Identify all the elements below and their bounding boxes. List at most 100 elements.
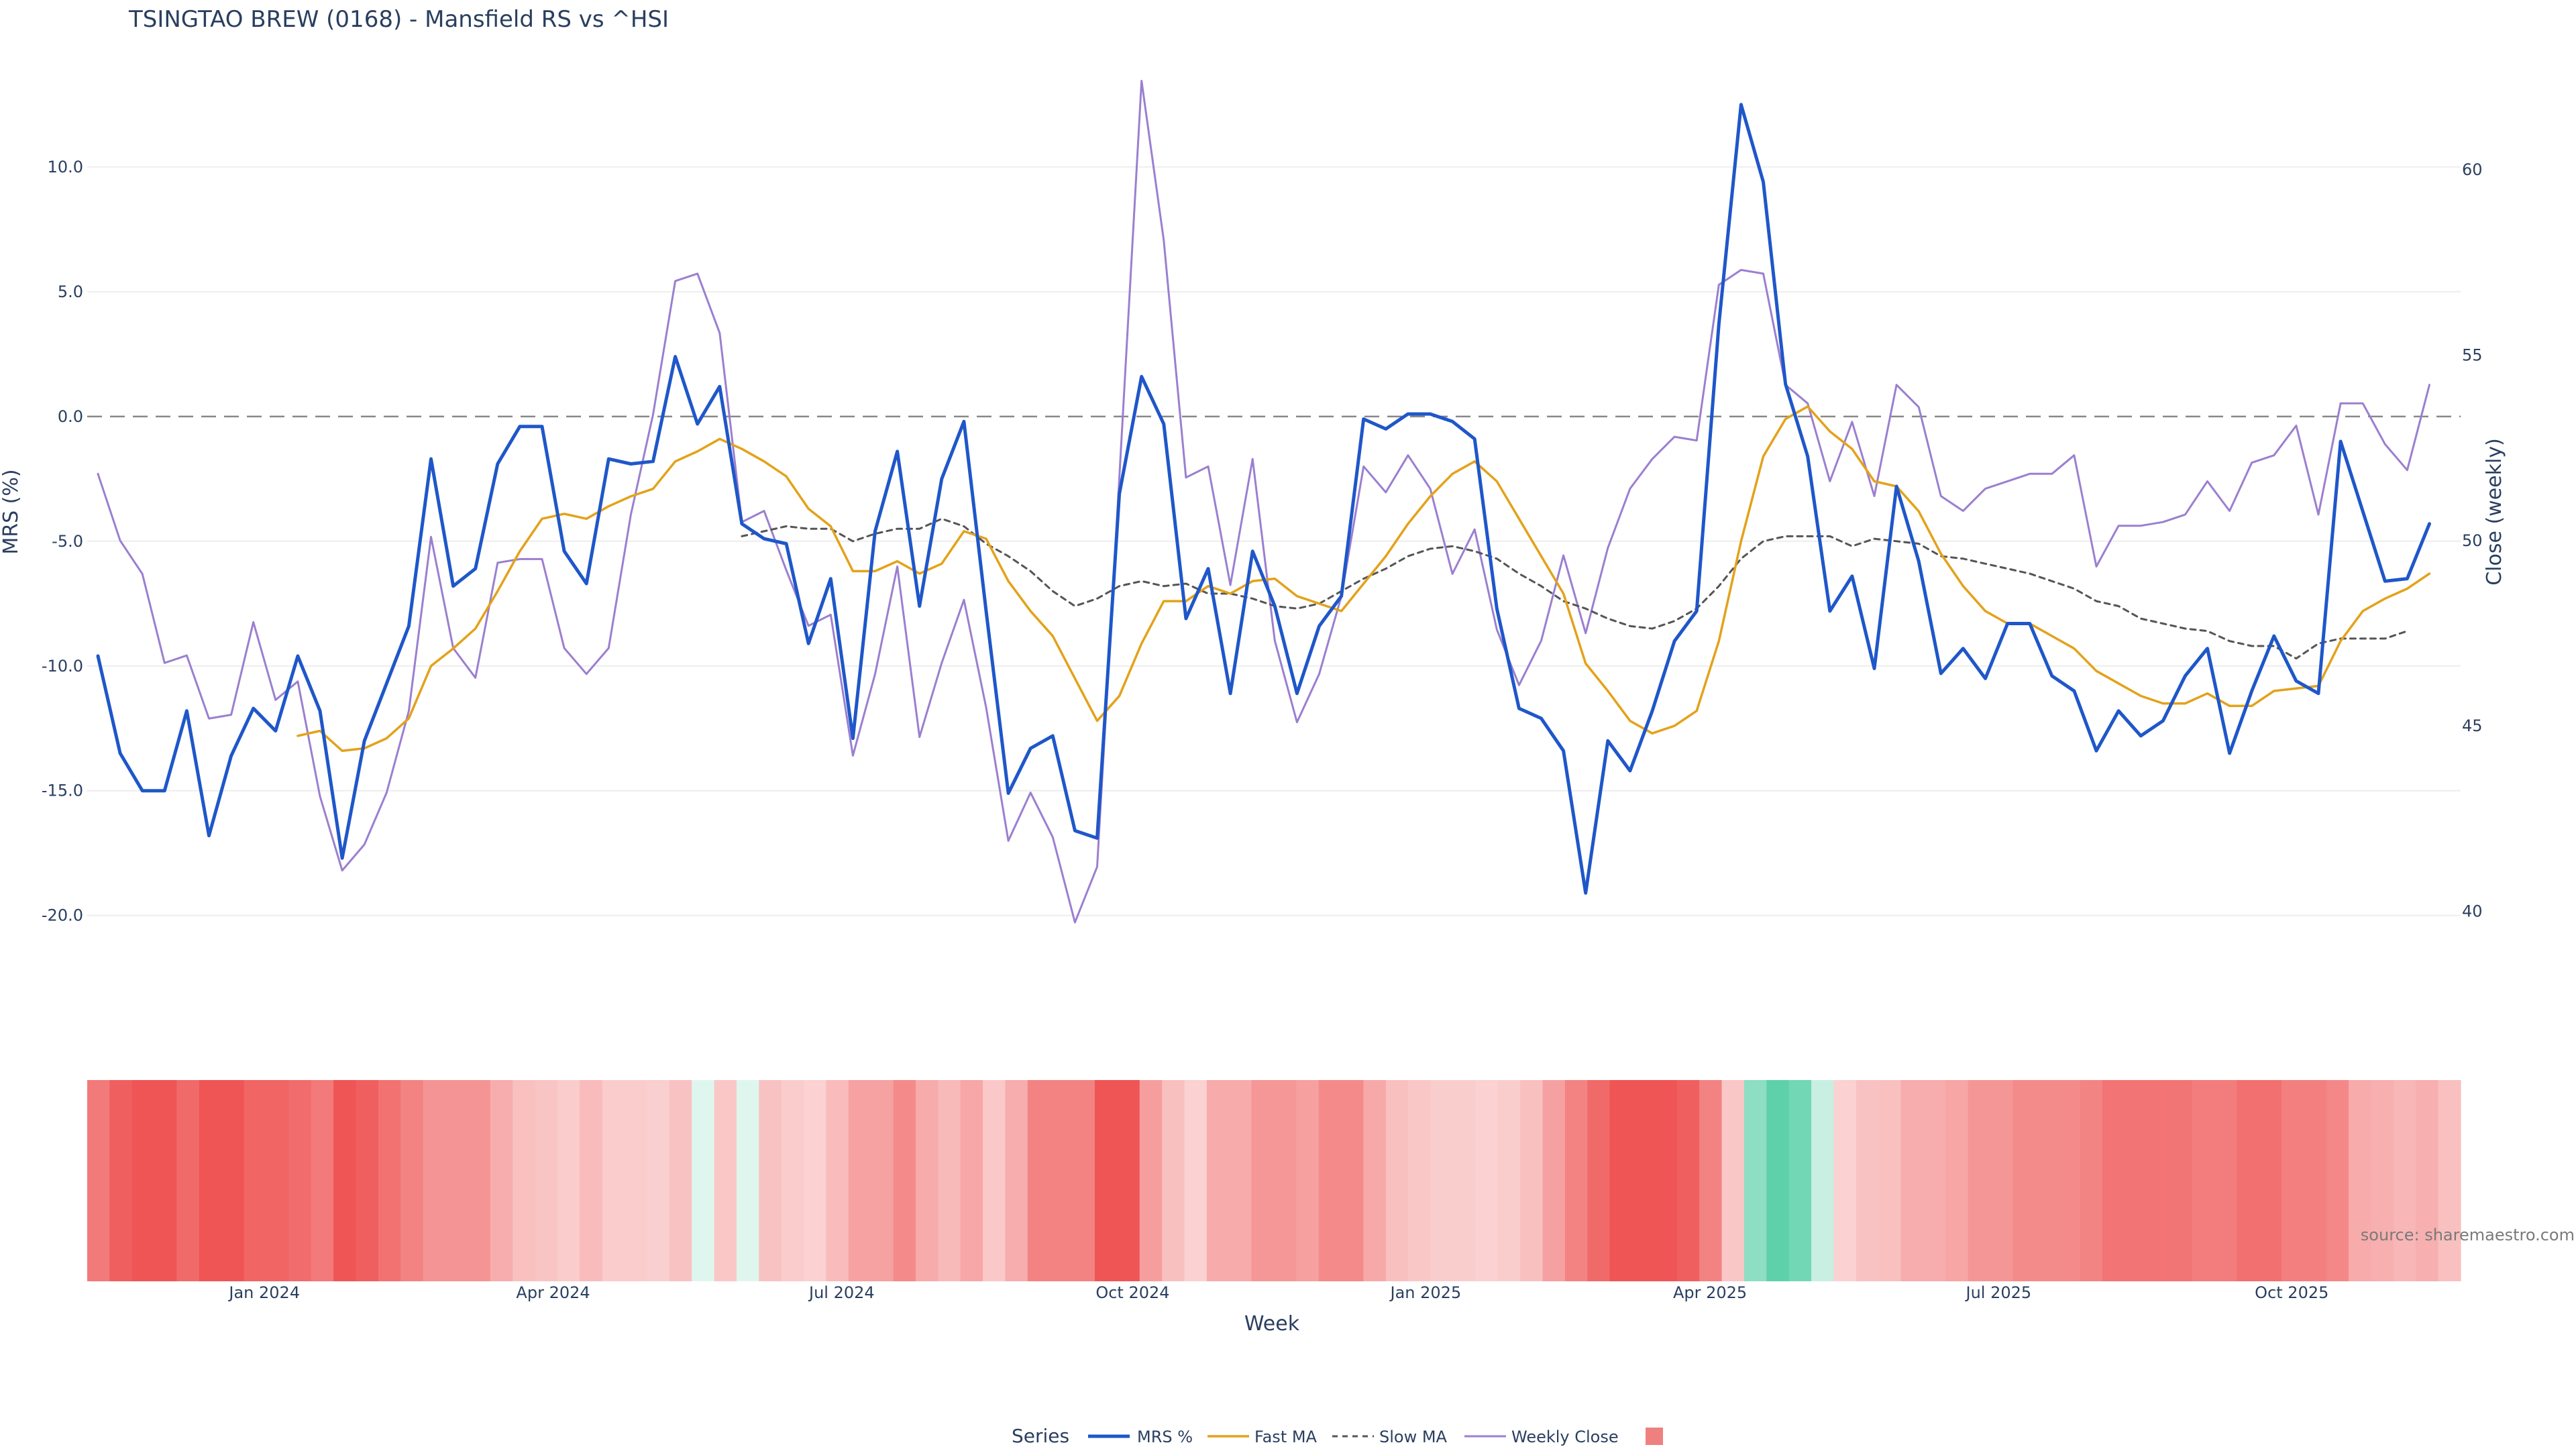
- heatmap-cell: [2281, 1080, 2304, 1281]
- y2-axis-title: Close (weekly): [2483, 438, 2506, 586]
- series-line-slow-ma: [741, 517, 2408, 660]
- heatmap-cell: [557, 1080, 580, 1281]
- heatmap-cell: [1833, 1080, 1857, 1281]
- x-tick-label: Apr 2024: [516, 1283, 590, 1302]
- series-lines: [96, 80, 2431, 924]
- y-axis-title: MRS (%): [0, 469, 23, 554]
- heatmap-cell: [1520, 1080, 1544, 1281]
- heatmap-cell: [1475, 1080, 1499, 1281]
- heatmap-cell: [2080, 1080, 2103, 1281]
- heatmap-cell: [1072, 1080, 1095, 1281]
- series-line-fast-ma: [297, 405, 2431, 752]
- x-tick-label: Apr 2025: [1673, 1283, 1747, 1302]
- heatmap-cell: [1632, 1080, 1656, 1281]
- heatmap-cell: [2371, 1080, 2394, 1281]
- legend-title: Series: [1012, 1425, 1069, 1447]
- y2-tick-label: 50: [2462, 531, 2483, 550]
- heatmap-cell: [1206, 1080, 1230, 1281]
- x-tick-label: Jul 2025: [1965, 1283, 2032, 1302]
- heatmap-cell: [1743, 1080, 1767, 1281]
- heatmap-cell: [1027, 1080, 1051, 1281]
- heatmap-cell: [1318, 1080, 1342, 1281]
- heatmap-cell: [2192, 1080, 2215, 1281]
- heatmap-cell: [1050, 1080, 1073, 1281]
- heatmap-cell: [2349, 1080, 2372, 1281]
- heatmap-cell: [1766, 1080, 1790, 1281]
- heatmap-cell: [490, 1080, 513, 1281]
- legend: Series MRS % Fast MA Slow MA Weekly Close: [1012, 1425, 1663, 1447]
- heatmap-cell: [1564, 1080, 1588, 1281]
- heatmap-cell: [2012, 1080, 2036, 1281]
- heatmap-cell: [915, 1080, 938, 1281]
- y-tick-label: 10.0: [48, 158, 83, 176]
- heatmap-cell: [378, 1080, 401, 1281]
- x-tick-label: Jan 2025: [1389, 1283, 1462, 1302]
- x-tick-label: Jan 2024: [227, 1283, 300, 1302]
- heatmap-cell: [2393, 1080, 2416, 1281]
- x-tick-label: Oct 2024: [1095, 1283, 1169, 1302]
- x-axis-ticks: Jan 2024 Apr 2024 Jul 2024 Oct 2024 Jan 2025…: [227, 1283, 2328, 1302]
- heatmap-cell: [1811, 1080, 1835, 1281]
- heatmap-cell: [1005, 1080, 1028, 1281]
- heatmap-cell: [400, 1080, 424, 1281]
- heatmap-cell: [692, 1080, 715, 1281]
- heatmap-cell: [333, 1080, 357, 1281]
- x-tick-label: Jul 2024: [808, 1283, 875, 1302]
- heatmap-cell: [1162, 1080, 1185, 1281]
- heatmap-cell: [1945, 1080, 1969, 1281]
- heatmap-cell: [1385, 1080, 1409, 1281]
- y-tick-label: 0.0: [58, 407, 83, 426]
- heatmap-cell: [423, 1080, 446, 1281]
- heatmap-cell: [960, 1080, 983, 1281]
- chart-title: TSINGTAO BREW (0168) - Mansfield RS vs ^…: [128, 6, 669, 33]
- heatmap-cell: [736, 1080, 759, 1281]
- y2-tick-label: 55: [2462, 345, 2483, 364]
- heatmap-cell: [1094, 1080, 1118, 1281]
- heatmap-cell: [2237, 1080, 2260, 1281]
- y-tick-label: -5.0: [52, 532, 83, 551]
- heatmap-cell: [1990, 1080, 2014, 1281]
- heatmap-cell: [714, 1080, 737, 1281]
- heatmap-cell: [580, 1080, 603, 1281]
- heatmap-cell: [1856, 1080, 1879, 1281]
- heatmap-cell: [938, 1080, 961, 1281]
- legend-label: Slow MA: [1379, 1428, 1448, 1446]
- legend-swatch-heatmap: [1646, 1428, 1663, 1445]
- heatmap-cell: [109, 1080, 133, 1281]
- heatmap-cell: [1139, 1080, 1163, 1281]
- heatmap-cell: [602, 1080, 625, 1281]
- heatmap-cell: [266, 1080, 289, 1281]
- heatmap-cell: [2057, 1080, 2081, 1281]
- heatmap-cell: [1676, 1080, 1700, 1281]
- x-axis-title: Week: [1244, 1312, 1300, 1336]
- series-line-mrs: [96, 103, 2431, 895]
- heatmap-cell: [1968, 1080, 1991, 1281]
- heatmap-cell: [1699, 1080, 1723, 1281]
- y-axis-ticks: 10.0 5.0 0.0 -5.0 -10.0 -15.0 -20.0: [42, 158, 83, 925]
- heatmap-cell: [1430, 1080, 1454, 1281]
- heatmap-cell: [2214, 1080, 2237, 1281]
- series-line-weekly-close: [97, 80, 2430, 924]
- heatmap-cell: [848, 1080, 871, 1281]
- heatmap-cell: [131, 1080, 155, 1281]
- heatmap-cell: [1587, 1080, 1611, 1281]
- heatmap-cell: [1274, 1080, 1297, 1281]
- heatmap-cell: [176, 1080, 200, 1281]
- heatmap-cell: [535, 1080, 558, 1281]
- heatmap-cell: [2416, 1080, 2439, 1281]
- heatmap-cell: [1341, 1080, 1364, 1281]
- heatmap-cell: [1229, 1080, 1252, 1281]
- heatmap-cell: [826, 1080, 849, 1281]
- y-tick-label: 5.0: [58, 282, 83, 301]
- heatmap-cell: [356, 1080, 379, 1281]
- heatmap-cell: [781, 1080, 804, 1281]
- heatmap-cell: [2304, 1080, 2327, 1281]
- y2-axis-ticks: 60 55 50 45 40: [2462, 160, 2483, 920]
- heatmap-cell: [2102, 1080, 2125, 1281]
- heatmap-cell: [2438, 1080, 2461, 1281]
- source-label: source: sharemaestro.com: [2361, 1226, 2575, 1244]
- heatmap-cell: [468, 1080, 491, 1281]
- heatmap-cell: [2326, 1080, 2349, 1281]
- y2-tick-label: 45: [2462, 716, 2483, 735]
